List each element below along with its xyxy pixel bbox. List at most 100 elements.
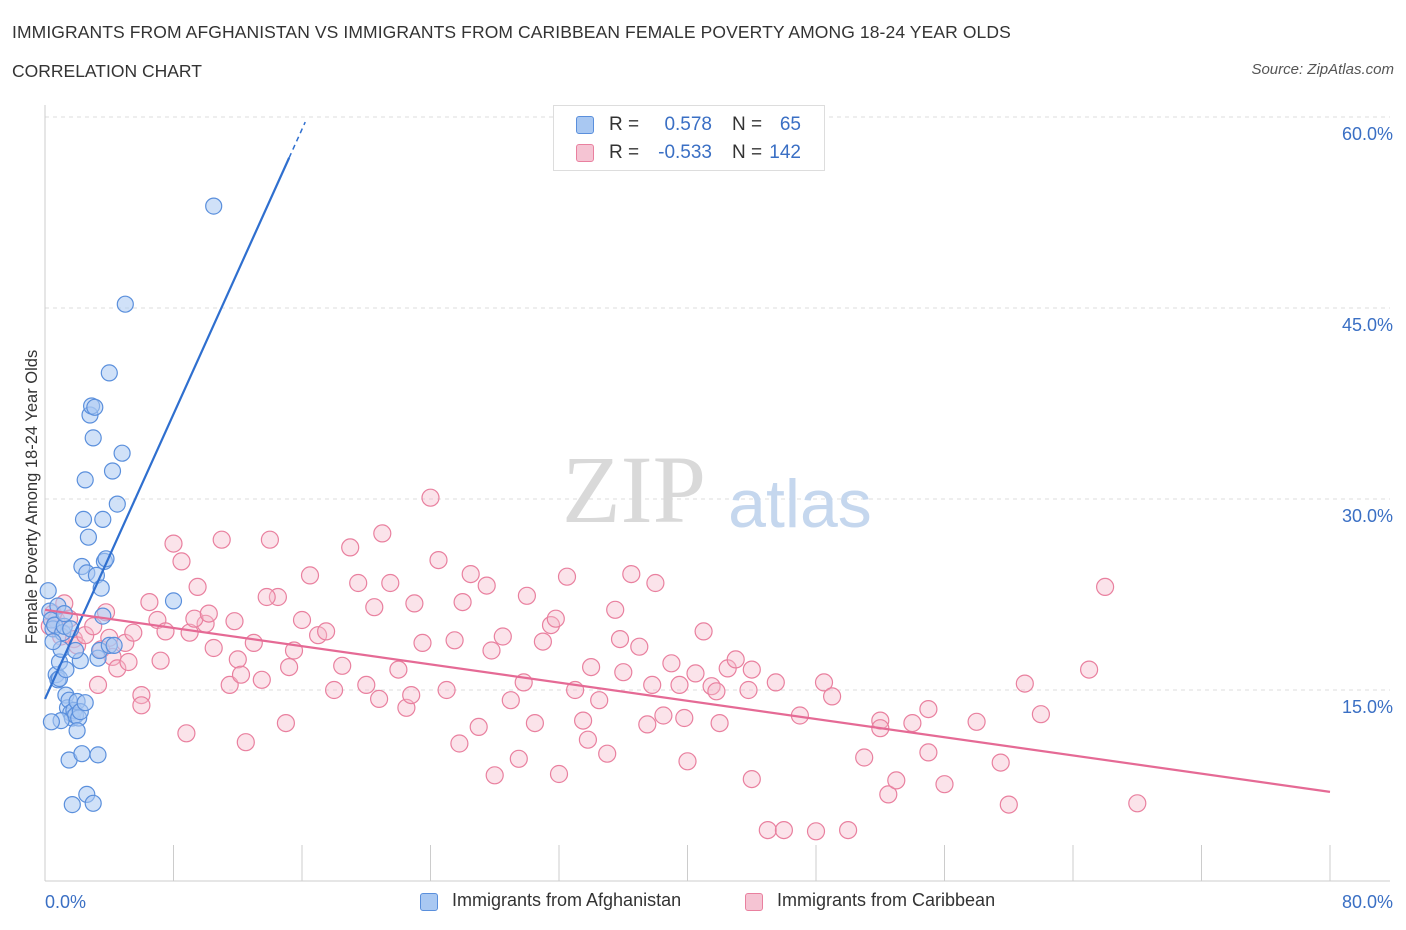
caribbean-point <box>525 713 545 733</box>
caribbean-point <box>509 749 528 768</box>
caribbean-point <box>662 654 681 673</box>
r-value: -0.533 <box>658 142 712 163</box>
caribbean-point <box>758 820 777 840</box>
caribbean-point <box>445 631 464 650</box>
caribbean-point <box>630 637 649 656</box>
legend-label: Immigrants from Afghanistan <box>452 890 682 910</box>
caribbean-point <box>726 650 745 669</box>
caribbean-point <box>257 587 276 607</box>
afghanistan-point <box>73 745 91 763</box>
caribbean-point <box>774 820 794 840</box>
caribbean-point <box>638 715 657 734</box>
caribbean-point <box>935 775 954 794</box>
caribbean-point <box>132 685 151 705</box>
y-tick-label: 45.0% <box>1342 315 1393 335</box>
caribbean-point <box>581 657 601 677</box>
x-tick-label: 0.0% <box>45 892 86 912</box>
caribbean-point <box>280 657 299 677</box>
caribbean-point <box>212 530 231 549</box>
caribbean-point <box>614 663 633 682</box>
caribbean-point <box>119 652 138 672</box>
caribbean-point <box>482 641 501 660</box>
chart-subtitle: CORRELATION CHART <box>12 61 202 81</box>
watermark-atlas: atlas <box>728 466 872 542</box>
caribbean-point <box>557 567 577 586</box>
caribbean-point <box>999 795 1018 814</box>
caribbean-point <box>707 682 726 701</box>
caribbean-point <box>132 696 151 715</box>
caribbean-point <box>164 534 183 553</box>
caribbean-point <box>421 488 440 507</box>
caribbean-point <box>199 604 218 623</box>
trend-lines <box>43 121 1331 793</box>
caribbean-point <box>1031 705 1051 724</box>
afghanistan-point <box>113 444 131 462</box>
afghanistan-point <box>89 746 107 764</box>
stats-row-afghanistan: R = 0.578 N = 65 <box>554 112 824 138</box>
caribbean-point <box>903 713 922 733</box>
caribbean-point <box>991 753 1010 772</box>
caribbean-point <box>493 627 512 646</box>
caribbean-point <box>276 713 295 733</box>
afghanistan-points <box>39 197 223 814</box>
caribbean-point <box>694 622 713 641</box>
caribbean-point <box>461 564 480 584</box>
n-value: 65 <box>779 114 801 135</box>
afghanistan-point <box>68 722 86 740</box>
caribbean-point <box>188 577 207 597</box>
caribbean-point <box>622 564 641 584</box>
afghanistan-point <box>105 636 123 655</box>
afghanistan-point <box>76 471 94 489</box>
caribbean-point <box>477 576 496 595</box>
y-tick-label: 60.0% <box>1342 124 1393 144</box>
tick-labels: 15.0% 30.0% 45.0% 60.0% 0.0% 80.0% <box>45 124 1393 912</box>
caribbean-point <box>300 566 320 585</box>
caribbean-point <box>739 680 758 700</box>
afghanistan-trend-extension <box>288 121 306 159</box>
caribbean-point <box>429 550 448 570</box>
y-tick-label: 30.0% <box>1342 506 1393 526</box>
caribbean-point <box>244 633 263 653</box>
caribbean-point <box>919 743 938 762</box>
caribbean-point <box>879 785 898 804</box>
afghanistan-point <box>84 794 102 812</box>
afghanistan-point <box>76 694 94 712</box>
n-label: N = <box>732 114 763 135</box>
afghanistan-point <box>79 528 98 546</box>
afghanistan-point <box>164 592 183 610</box>
afghanistan-swatch <box>576 116 594 134</box>
afghanistan-point <box>103 462 122 480</box>
n-label: N = <box>732 142 763 163</box>
caribbean-point <box>341 538 360 557</box>
caribbean-point <box>573 711 593 730</box>
caribbean-point <box>838 820 858 840</box>
caribbean-point <box>806 822 826 841</box>
caribbean-point <box>370 689 389 709</box>
caribbean-point <box>533 632 553 651</box>
caribbean-point <box>766 673 785 692</box>
watermark: ZIP atlas <box>562 436 872 543</box>
afghanistan-point <box>86 398 104 416</box>
afghanistan-point <box>100 364 118 382</box>
caribbean-point <box>675 708 694 728</box>
caribbean-point <box>389 660 408 679</box>
caribbean-point <box>333 656 352 675</box>
caribbean-point <box>292 610 312 630</box>
y-tick-label: 15.0% <box>1342 697 1393 717</box>
caribbean-point <box>590 691 609 710</box>
caribbean-point <box>654 706 673 725</box>
caribbean-point <box>485 766 504 785</box>
caribbean-point <box>225 612 244 631</box>
caribbean-point <box>373 524 392 543</box>
caribbean-point <box>349 573 368 593</box>
afghanistan-legend-swatch <box>420 893 438 911</box>
caribbean-point <box>151 651 170 670</box>
caribbean-point <box>177 724 196 743</box>
legend-label: Immigrants from Caribbean <box>777 890 996 910</box>
caribbean-point <box>450 734 469 753</box>
caribbean-point <box>606 600 625 619</box>
caribbean-point <box>325 680 344 700</box>
caribbean-point <box>855 748 874 767</box>
caribbean-point <box>646 573 665 593</box>
caribbean-point <box>437 680 456 700</box>
